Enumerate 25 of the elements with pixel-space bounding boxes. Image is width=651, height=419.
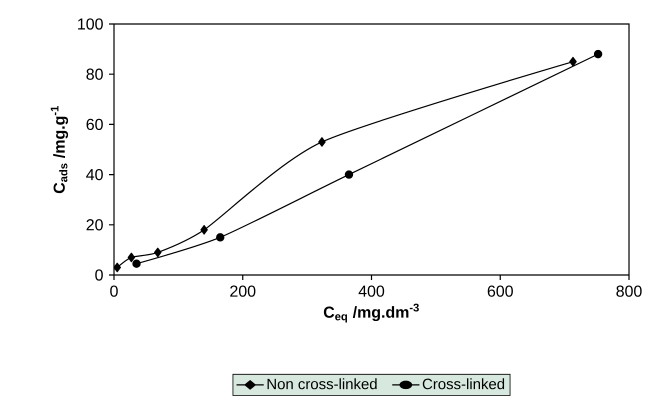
x-tick-label: 800 <box>616 286 642 297</box>
point <box>216 233 224 242</box>
point <box>569 56 577 66</box>
y-axis-title: C$_{ads}$ /mg.g$^{-1}$ <box>50 106 68 194</box>
x-tick-label: 0 <box>110 286 118 297</box>
legend-label: Cross-linked <box>422 378 504 390</box>
x-tick-label: 600 <box>488 286 513 297</box>
y-tick-label: 20 <box>86 219 103 230</box>
point <box>200 225 208 235</box>
x-tick-label: 400 <box>358 286 384 297</box>
point <box>132 260 141 268</box>
x-axis-title: C$_{eq}$ /mg.dm$^{-3}$ <box>324 304 419 323</box>
legend-label: Non cross-linked <box>268 378 377 390</box>
y-tick-label: 0 <box>95 269 103 281</box>
point <box>318 137 326 147</box>
y-tick-label: 100 <box>78 18 103 30</box>
y-tick-label: 60 <box>86 118 103 130</box>
point <box>594 50 602 58</box>
point <box>113 262 121 272</box>
y-tick-label: 80 <box>86 68 103 80</box>
point <box>344 170 354 179</box>
point <box>154 248 162 258</box>
y-tick-label: 40 <box>86 168 103 180</box>
x-tick-label: 200 <box>230 286 256 297</box>
point <box>128 252 136 262</box>
